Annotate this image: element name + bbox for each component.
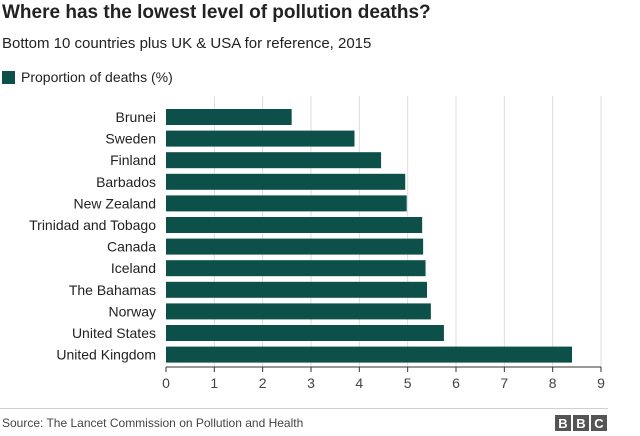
logo-letter: B — [573, 415, 589, 431]
x-tick-label: 4 — [355, 375, 363, 391]
bar — [166, 238, 424, 255]
bar — [166, 346, 572, 363]
category-label: Canada — [107, 239, 156, 255]
bar — [166, 260, 426, 277]
category-label: Finland — [110, 152, 156, 168]
bar — [166, 325, 444, 341]
category-label: Trinidad and Tobago — [29, 217, 156, 233]
category-label: The Bahamas — [69, 282, 156, 298]
chart-subtitle: Bottom 10 countries plus UK & USA for re… — [2, 35, 372, 52]
category-label: Sweden — [105, 131, 156, 147]
bars — [166, 109, 572, 363]
category-label: New Zealand — [74, 195, 157, 211]
legend-swatch — [2, 70, 15, 84]
x-tick-label: 6 — [452, 375, 460, 391]
x-axis-ticks: 0 1 2 3 4 5 6 7 8 9 — [162, 366, 605, 391]
x-tick-label: 5 — [404, 375, 412, 391]
bar — [166, 130, 355, 147]
x-tick-label: 9 — [597, 375, 605, 391]
legend: Proportion of deaths (%) — [2, 68, 173, 86]
bar — [166, 217, 423, 233]
category-label: Norway — [109, 303, 156, 319]
bar — [166, 303, 431, 320]
bar-chart: Brunei Sweden Finland Barbados New Zealand Tr… — [29, 96, 605, 391]
x-tick-label: 2 — [259, 375, 267, 391]
x-tick-label: 1 — [210, 375, 218, 391]
category-label: Brunei — [116, 109, 156, 125]
source-note: Source: The Lancet Commission on Polluti… — [2, 416, 304, 430]
x-tick-label: 7 — [500, 375, 508, 391]
category-labels: Brunei Sweden Finland Barbados New Zealand Tr… — [29, 109, 156, 363]
logo-letter: C — [591, 415, 607, 431]
bar — [166, 281, 427, 298]
bar — [166, 173, 406, 190]
x-tick-label: 0 — [162, 375, 170, 391]
bar — [166, 195, 407, 212]
category-label: United Kingdom — [56, 347, 156, 363]
x-tick-label: 8 — [549, 375, 557, 391]
bbc-logo: B B C — [555, 415, 607, 431]
x-tick-label: 3 — [307, 375, 315, 391]
category-label: Barbados — [96, 174, 156, 190]
bar — [166, 109, 292, 125]
category-label: United States — [72, 325, 156, 341]
chart-title: Where has the lowest level of pollution … — [2, 2, 431, 23]
footer-divider — [0, 408, 608, 409]
logo-letter: B — [555, 415, 571, 431]
bar — [166, 152, 382, 169]
category-label: Iceland — [111, 260, 156, 276]
legend-label: Proportion of deaths (%) — [21, 69, 173, 85]
